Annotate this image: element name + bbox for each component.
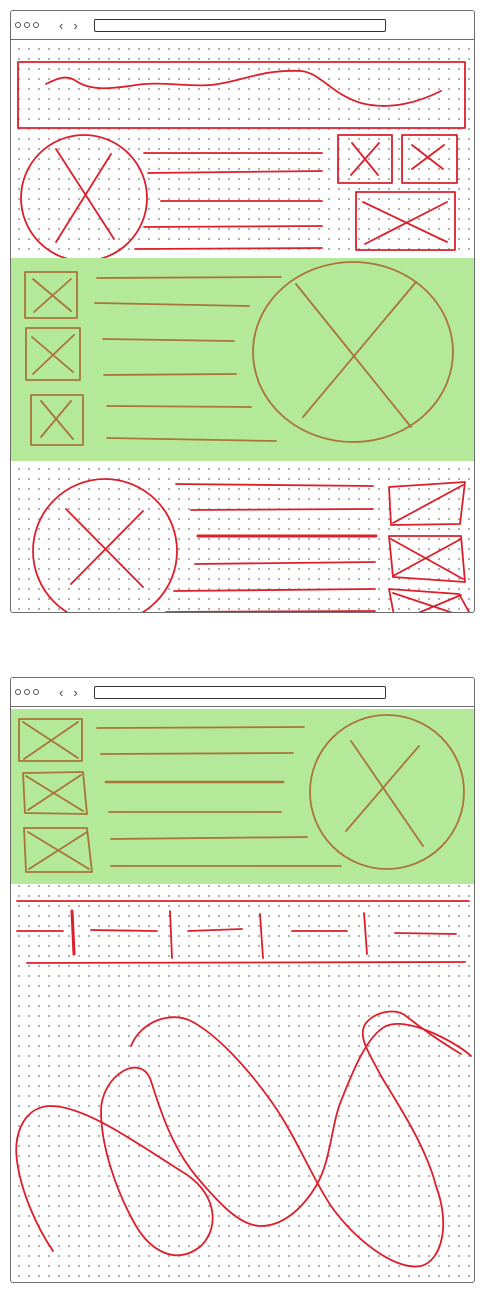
page-wireframe-2 bbox=[11, 706, 474, 1282]
text-lines-placeholder bbox=[94, 276, 282, 442]
window-maximize-dot[interactable] bbox=[33, 22, 39, 28]
window-controls bbox=[15, 22, 39, 28]
nav-divider-row bbox=[16, 900, 470, 964]
window-close-dot[interactable] bbox=[15, 689, 21, 695]
feature-row-green-highlighted bbox=[11, 709, 474, 884]
image-placeholder-small-3 bbox=[388, 588, 471, 612]
page-wireframe-1 bbox=[11, 39, 474, 612]
wireframe-sketch-1 bbox=[11, 61, 474, 612]
window-controls bbox=[15, 689, 39, 695]
feature-row-red-bottom bbox=[32, 478, 471, 612]
text-lines-placeholder bbox=[165, 483, 378, 612]
window-close-dot[interactable] bbox=[15, 22, 21, 28]
thumbnail-placeholder-3 bbox=[30, 394, 84, 446]
image-placeholder-circle bbox=[20, 134, 148, 262]
address-bar[interactable] bbox=[93, 18, 386, 32]
image-placeholder-circle bbox=[32, 478, 178, 612]
freeform-scribble-area bbox=[15, 1010, 472, 1268]
image-placeholder-oval bbox=[252, 261, 454, 443]
thumbnail-placeholder-1 bbox=[18, 718, 83, 762]
browser-titlebar: ‹ › bbox=[11, 678, 474, 707]
image-placeholder-small-1 bbox=[337, 134, 393, 184]
forward-arrow-icon[interactable]: › bbox=[73, 17, 78, 33]
feature-row-green-highlighted bbox=[11, 258, 474, 461]
thumbnail-placeholder-3 bbox=[23, 827, 93, 873]
text-lines-placeholder bbox=[134, 152, 323, 250]
image-placeholder-wide bbox=[355, 191, 456, 251]
thumbnail-placeholder-2 bbox=[25, 327, 81, 381]
feature-row-red bbox=[20, 134, 458, 262]
address-bar[interactable] bbox=[93, 685, 386, 699]
image-placeholder-small-2 bbox=[401, 134, 458, 184]
window-maximize-dot[interactable] bbox=[33, 689, 39, 695]
image-placeholder-circle bbox=[309, 714, 465, 870]
thumbnail-placeholder-1 bbox=[24, 271, 78, 319]
forward-arrow-icon[interactable]: › bbox=[73, 684, 78, 700]
browser-window-2: ‹ › bbox=[10, 677, 475, 1283]
back-arrow-icon[interactable]: ‹ bbox=[59, 684, 64, 700]
window-minimize-dot[interactable] bbox=[24, 689, 30, 695]
image-placeholder-small-1 bbox=[388, 481, 466, 526]
text-lines-placeholder bbox=[96, 726, 342, 867]
thumbnail-placeholder-2 bbox=[22, 771, 88, 815]
browser-titlebar: ‹ › bbox=[11, 11, 474, 40]
wireframe-sketch-2 bbox=[11, 709, 474, 1268]
back-arrow-icon[interactable]: ‹ bbox=[59, 17, 64, 33]
image-placeholder-small-2 bbox=[388, 535, 466, 583]
browser-window-1: ‹ › bbox=[10, 10, 475, 613]
window-minimize-dot[interactable] bbox=[24, 22, 30, 28]
hero-banner bbox=[17, 61, 466, 129]
